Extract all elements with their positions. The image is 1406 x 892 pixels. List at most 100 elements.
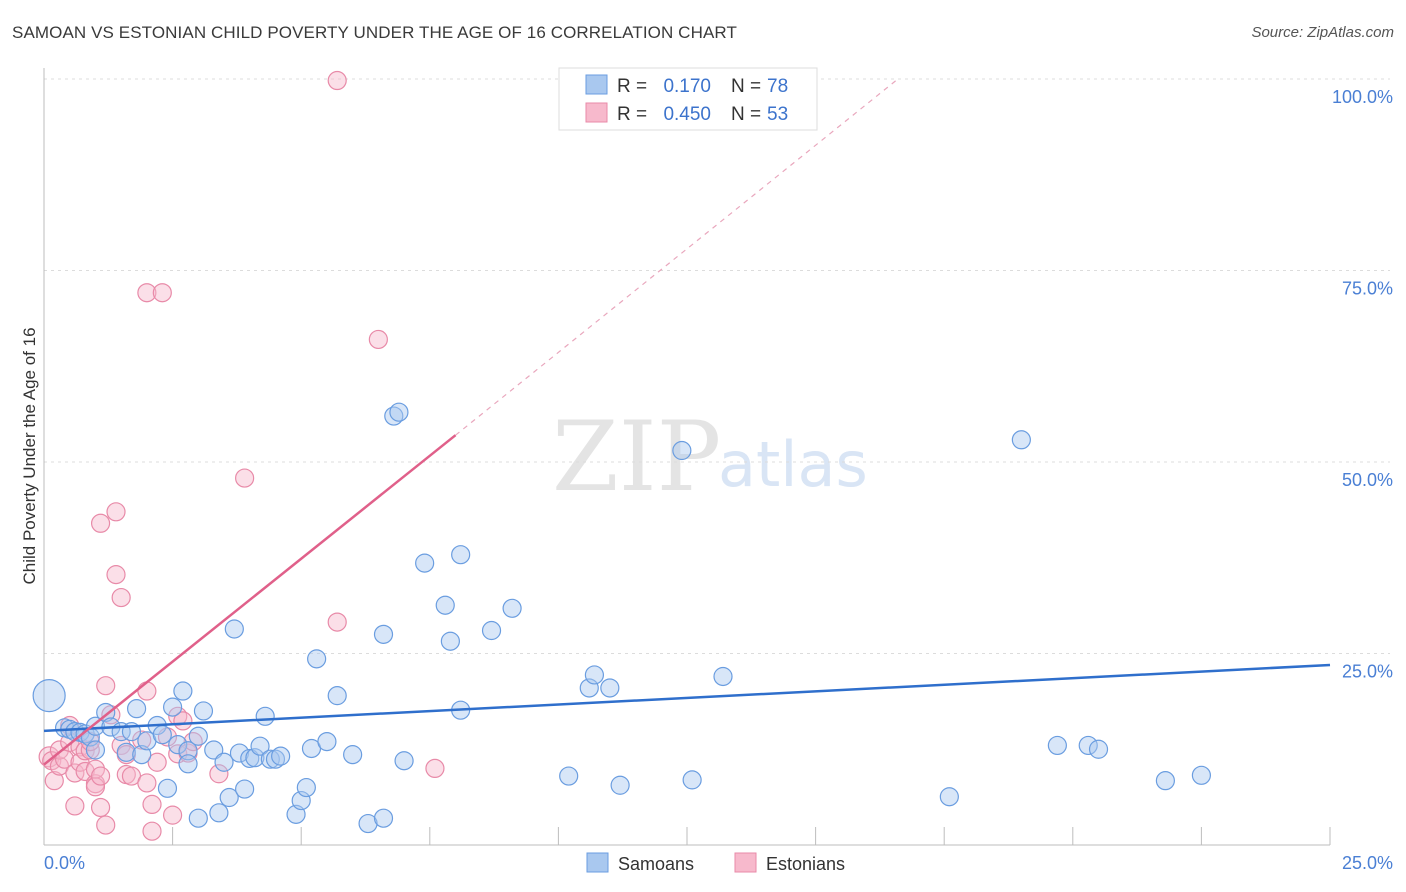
samoan-point <box>245 748 265 768</box>
samoan-point <box>939 787 959 807</box>
samoan-point <box>384 406 404 426</box>
samoan-point <box>343 745 363 765</box>
samoan-point <box>584 665 605 685</box>
estonian-point <box>142 821 162 841</box>
estonian-point <box>152 283 172 303</box>
estonian-point <box>96 815 116 835</box>
samoan-point <box>1088 739 1109 759</box>
y-tick-label: 100.0% <box>1332 87 1393 107</box>
samoan-point <box>255 706 275 726</box>
estonian-point <box>137 681 157 701</box>
chart-title: SAMOAN VS ESTONIAN CHILD POVERTY UNDER T… <box>12 23 737 42</box>
samoan-point <box>96 702 116 723</box>
samoan-trend-line <box>43 663 1331 733</box>
grid <box>44 78 1390 654</box>
estonian-point <box>235 468 255 488</box>
estonian-point <box>137 283 157 303</box>
samoan-point <box>240 748 260 769</box>
samoan-r-label: R = <box>617 76 647 97</box>
samoan-point <box>193 701 214 721</box>
samoan-point <box>610 775 630 795</box>
samoan-point <box>373 808 394 828</box>
samoan-point <box>168 735 188 755</box>
samoan-point <box>157 778 178 798</box>
estonian-point <box>209 764 229 784</box>
samoan-point <box>481 620 502 641</box>
samoans-legend-label: Samoans <box>618 854 694 874</box>
estonian-point <box>111 587 131 608</box>
estonians-legend-swatch <box>734 852 757 873</box>
samoan-swatch <box>585 74 608 95</box>
estonians-legend-label: Estonians <box>766 854 845 874</box>
samoan-point <box>209 803 229 823</box>
samoan-point <box>600 678 620 698</box>
samoan-point <box>126 699 147 719</box>
samoan-point <box>152 725 172 745</box>
samoan-point <box>271 746 291 766</box>
samoan-points <box>32 402 1212 834</box>
estonian-point <box>327 612 347 632</box>
y-tick-labels: 25.0% 50.0% 75.0% 100.0% <box>1332 87 1393 682</box>
estonian-point <box>147 752 167 772</box>
estonian-r-value: 0.450 <box>663 104 711 125</box>
estonian-point <box>65 763 85 783</box>
watermark-zip: ZIP <box>552 401 721 513</box>
y-tick-label: 25.0% <box>1342 662 1393 682</box>
samoan-point <box>317 731 337 752</box>
samoan-point <box>224 619 244 639</box>
estonian-point <box>90 513 111 533</box>
samoan-n-value: 78 <box>767 76 788 97</box>
samoan-n-label: N = <box>731 76 761 97</box>
samoan-point <box>178 741 198 761</box>
samoan-point <box>502 598 522 618</box>
x-tick-label-min: 0.0% <box>44 853 85 873</box>
samoan-point <box>178 754 198 774</box>
samoan-point <box>188 808 208 828</box>
samoan-r-value: 0.170 <box>663 76 711 97</box>
estonian-r-label: R = <box>617 104 647 125</box>
estonian-point <box>425 758 445 779</box>
estonian-trend-line <box>43 434 457 766</box>
samoan-point <box>559 766 579 786</box>
estonian-point <box>106 565 126 585</box>
y-tick-label: 75.0% <box>1342 279 1393 299</box>
watermark: ZIP atlas <box>552 401 868 513</box>
samoan-point <box>1191 765 1212 785</box>
y-axis-label: Child Poverty Under the Age of 16 <box>20 327 39 584</box>
estonian-point <box>173 711 193 731</box>
samoan-point <box>85 716 106 736</box>
estonian-swatch <box>585 102 608 123</box>
samoan-point <box>235 779 255 799</box>
estonian-point <box>163 805 183 825</box>
samoan-point <box>682 770 702 790</box>
trend-lines <box>43 78 1331 766</box>
samoan-point <box>85 740 106 760</box>
samoan-point <box>116 742 136 762</box>
samoan-point <box>451 545 471 565</box>
samoan-point <box>389 402 409 422</box>
estonian-point <box>368 329 388 350</box>
samoan-point <box>307 649 327 669</box>
estonian-point <box>142 794 162 815</box>
estonian-n-value: 53 <box>767 104 788 125</box>
estonian-point <box>137 773 157 793</box>
samoan-point <box>250 736 270 756</box>
estonian-point <box>44 771 64 791</box>
samoan-point <box>1011 430 1031 450</box>
samoan-point <box>229 743 250 763</box>
estonian-point <box>96 676 116 696</box>
estonian-n-label: N = <box>731 104 761 125</box>
estonian-point <box>90 766 111 786</box>
samoan-point <box>296 777 316 798</box>
samoan-point <box>163 697 183 717</box>
samoan-point <box>713 666 733 687</box>
x-tick-label-max: 25.0% <box>1342 853 1393 873</box>
estonian-point <box>327 70 347 91</box>
samoan-point <box>219 787 239 808</box>
samoan-point <box>1155 771 1175 791</box>
series-legend: Samoans Estonians <box>586 852 845 874</box>
samoan-point <box>415 553 435 573</box>
estonian-point <box>183 731 203 752</box>
estonian-point <box>106 502 126 522</box>
samoan-point <box>188 726 208 746</box>
